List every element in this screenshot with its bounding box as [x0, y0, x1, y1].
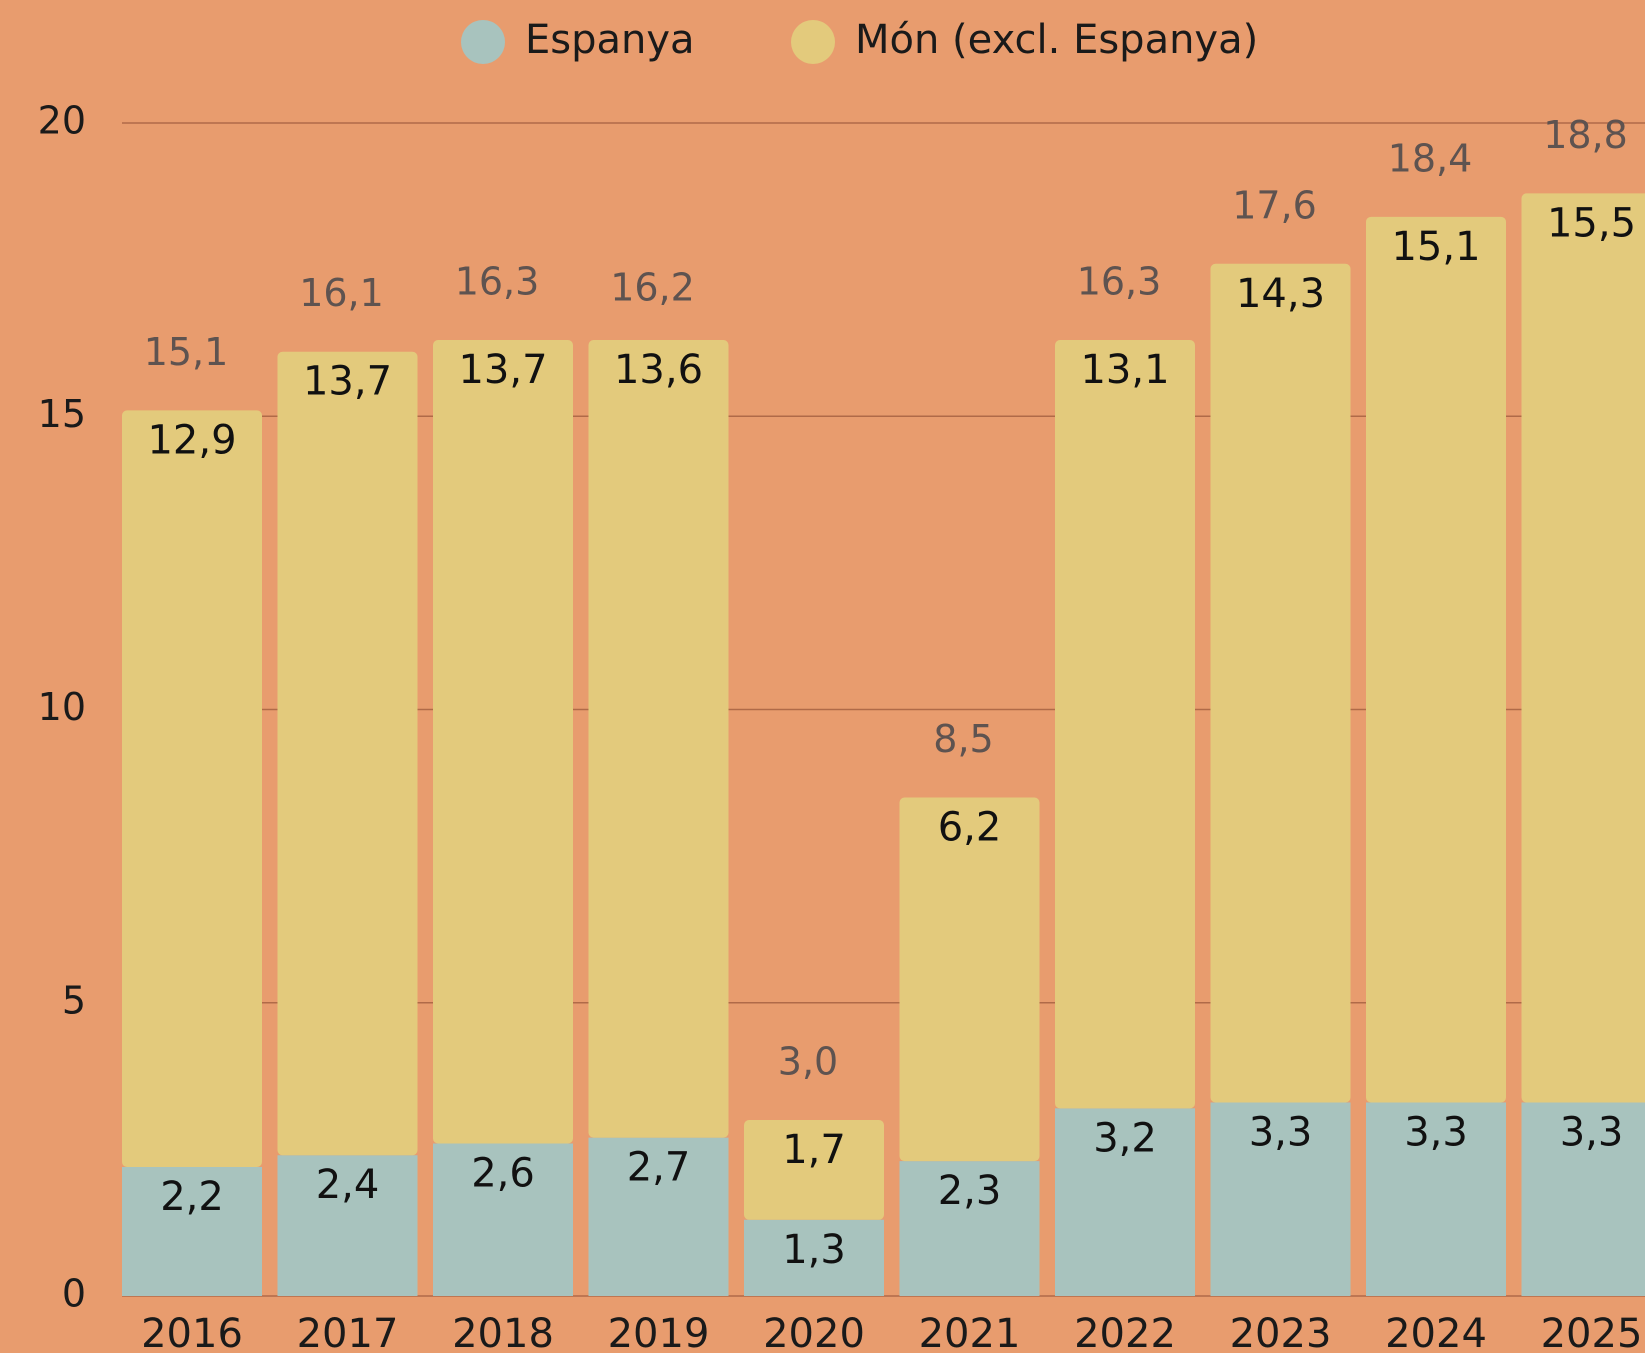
data-label: 13,1	[1080, 347, 1169, 393]
x-tick-label: 2018	[452, 1311, 554, 1353]
data-label: 13,7	[458, 347, 547, 393]
total-label: 15,1	[144, 330, 229, 374]
data-label: 15,5	[1547, 200, 1636, 246]
bar-segment	[588, 340, 729, 1138]
total-label: 18,8	[1543, 113, 1628, 157]
legend-label: Món (excl. Espanya)	[855, 17, 1258, 63]
x-tick-label: 2016	[141, 1311, 243, 1353]
x-tick-label: 2024	[1385, 1311, 1487, 1353]
x-tick-label: 2019	[608, 1311, 710, 1353]
data-label: 2,3	[938, 1168, 1002, 1214]
legend-swatch	[461, 20, 505, 64]
total-label: 18,4	[1388, 136, 1473, 180]
bar-segment	[122, 1166, 262, 1296]
bar-segment	[744, 1120, 884, 1220]
x-tick-label: 2020	[763, 1311, 865, 1353]
bar-segment	[277, 1155, 418, 1296]
data-label: 15,1	[1391, 224, 1480, 270]
x-tick-label: 2025	[1541, 1311, 1643, 1353]
data-label: 1,7	[782, 1127, 846, 1173]
y-tick-label: 15	[38, 392, 86, 436]
bar-segment	[1210, 1102, 1351, 1296]
legend-swatch	[791, 20, 835, 64]
y-tick-label: 20	[38, 99, 86, 143]
legend-label: Espanya	[525, 17, 695, 63]
data-label: 13,6	[614, 347, 703, 393]
data-label: 6,2	[938, 804, 1002, 850]
total-label: 16,3	[1077, 260, 1162, 304]
data-label: 3,3	[1404, 1109, 1468, 1155]
bar-segment	[433, 340, 573, 1144]
data-label: 2,7	[627, 1145, 691, 1191]
total-label: 16,2	[610, 265, 695, 309]
bar-segment	[899, 797, 1040, 1162]
bar-segment	[1521, 193, 1645, 1103]
data-label: 12,9	[147, 417, 236, 463]
total-label: 3,0	[778, 1040, 838, 1084]
bar-segment	[588, 1137, 729, 1296]
bar-segment	[1366, 1102, 1506, 1296]
bar-segment	[433, 1143, 573, 1296]
x-tick-label: 2017	[297, 1311, 399, 1353]
total-label: 17,6	[1232, 183, 1317, 227]
bar-segment	[122, 410, 262, 1167]
data-label: 1,3	[782, 1227, 846, 1273]
y-tick-label: 10	[38, 685, 86, 729]
data-label: 14,3	[1236, 271, 1325, 317]
data-label: 13,7	[303, 359, 392, 405]
x-tick-label: 2022	[1074, 1311, 1176, 1353]
bar-segment	[1210, 263, 1351, 1103]
data-label: 3,3	[1560, 1109, 1624, 1155]
data-label: 3,3	[1249, 1109, 1313, 1155]
data-label: 2,6	[471, 1151, 535, 1197]
bar-segment	[1521, 1102, 1645, 1296]
x-tick-label: 2023	[1230, 1311, 1332, 1353]
bar-segment	[1366, 216, 1506, 1103]
data-label: 2,4	[316, 1162, 380, 1208]
total-label: 16,1	[299, 271, 384, 315]
total-label: 16,3	[455, 260, 540, 304]
bar-segment	[1055, 340, 1195, 1109]
total-label: 8,5	[933, 717, 993, 761]
x-tick-label: 2021	[919, 1311, 1021, 1353]
bar-segment	[899, 1161, 1040, 1296]
bar-segment	[277, 351, 418, 1156]
data-label: 3,2	[1093, 1115, 1157, 1161]
y-tick-label: 0	[62, 1272, 86, 1316]
data-label: 2,2	[160, 1174, 224, 1220]
y-tick-label: 5	[62, 978, 86, 1022]
bar-segment	[744, 1219, 884, 1296]
bar-segment	[1055, 1108, 1195, 1296]
